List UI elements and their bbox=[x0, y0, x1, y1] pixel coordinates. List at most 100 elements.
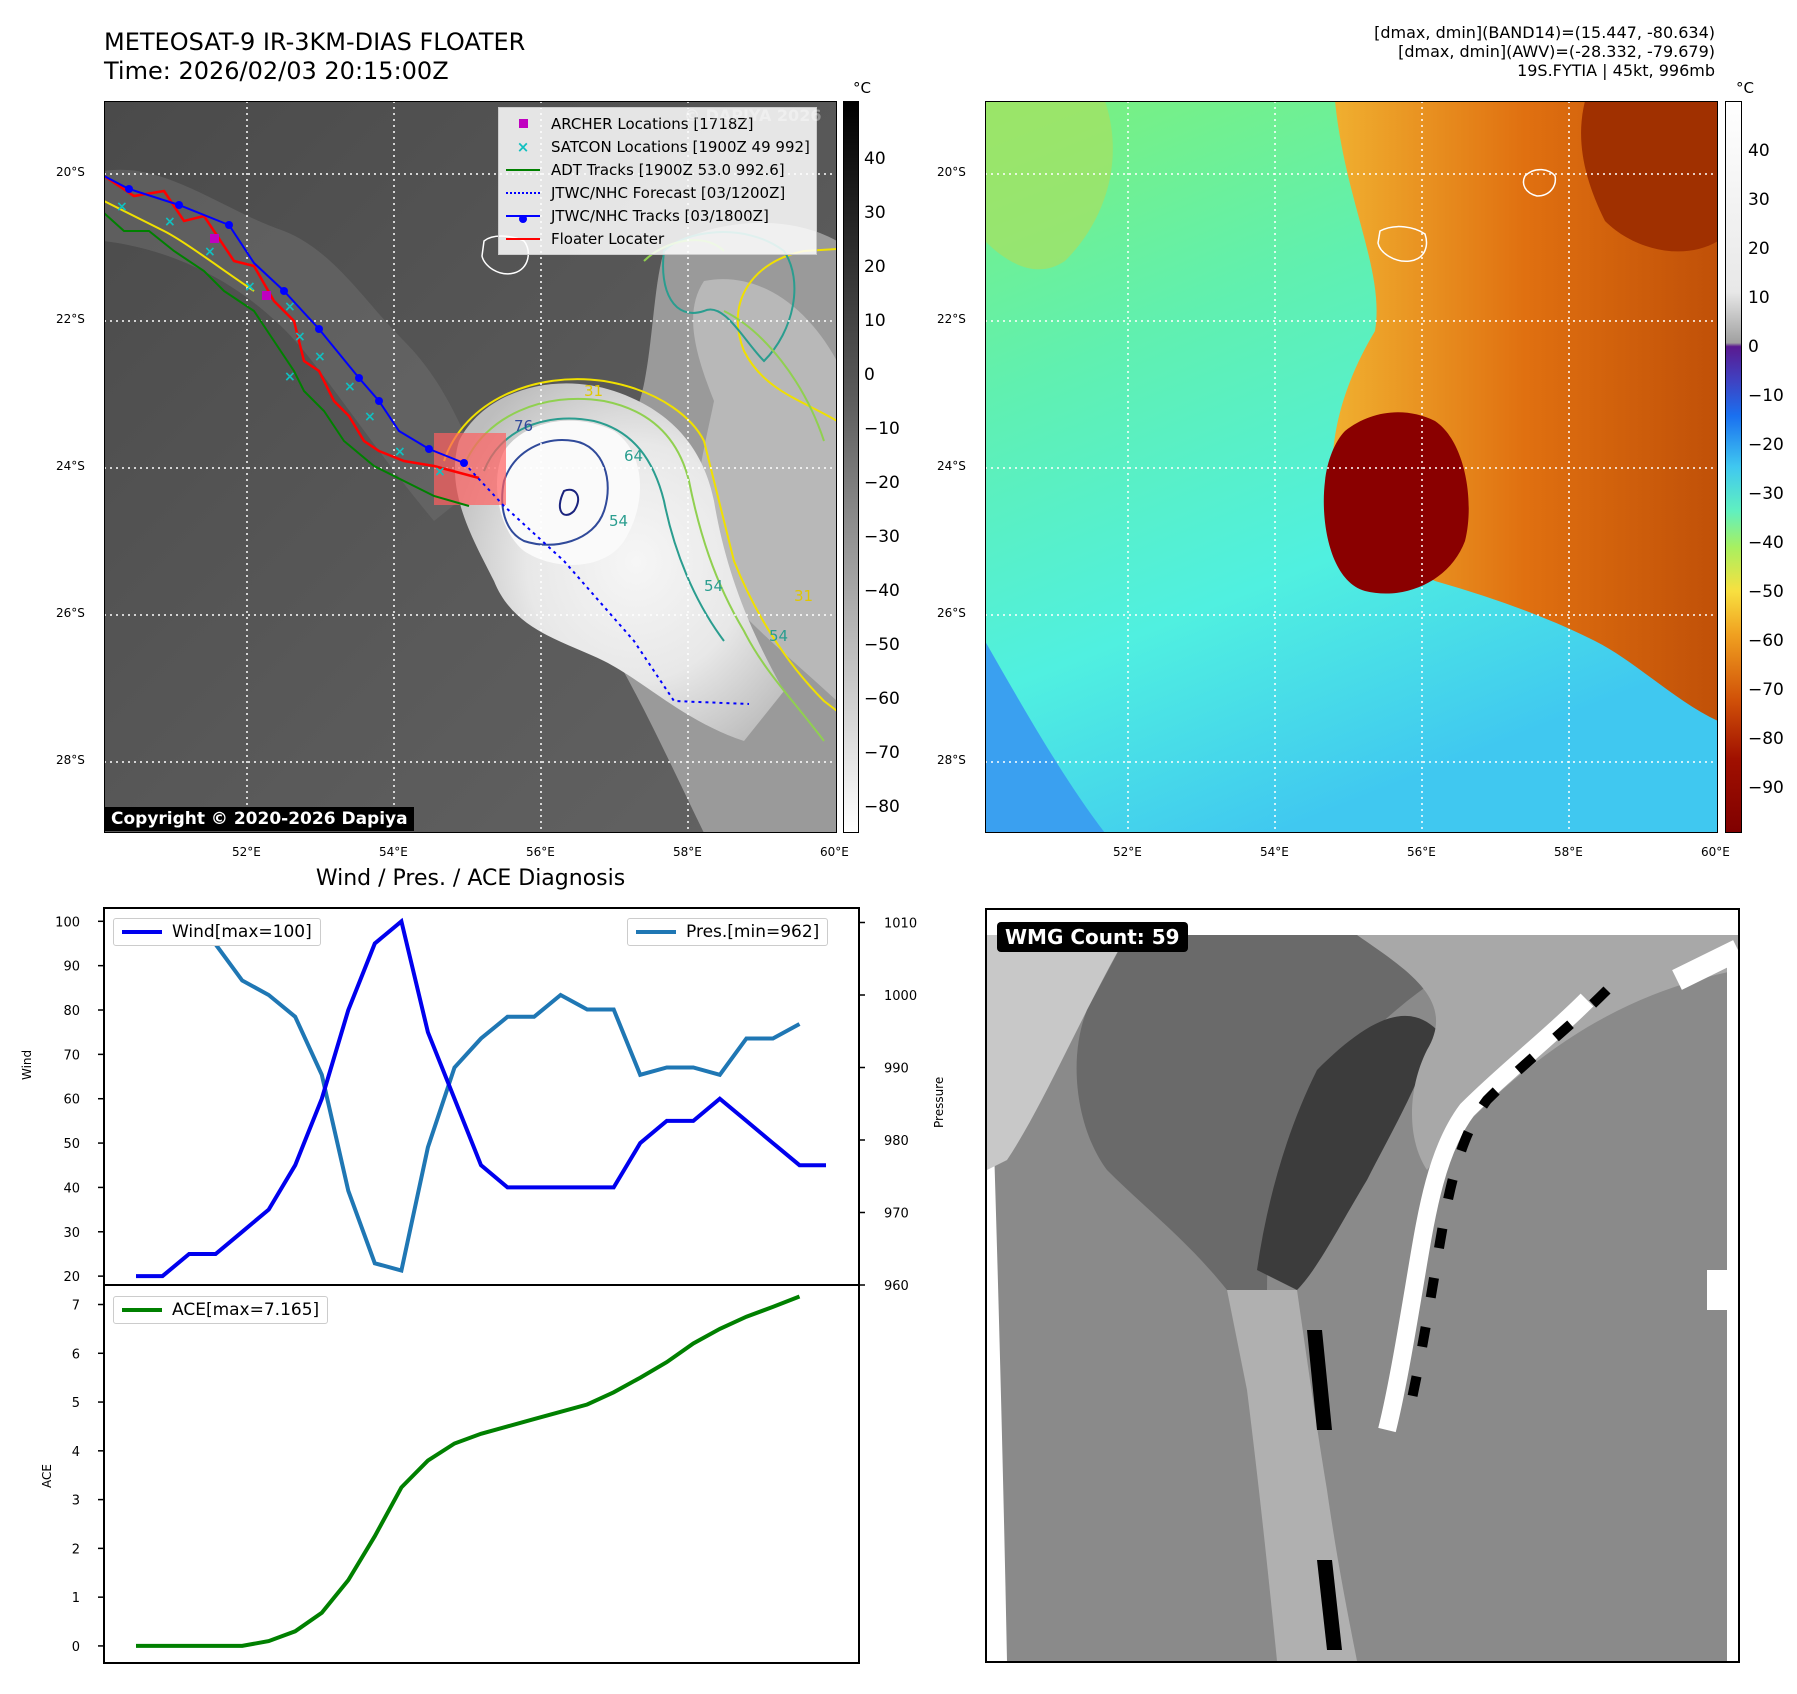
awv-lon-54: 54°E bbox=[1260, 845, 1289, 859]
ir-tick-40: 40 bbox=[864, 149, 886, 169]
svg-text:×: × bbox=[394, 444, 406, 460]
awv-lat-20: 20°S bbox=[937, 165, 966, 179]
awv-tick-30: 30 bbox=[1748, 190, 1770, 210]
ir-lon-56: 56°E bbox=[526, 845, 555, 859]
pressure-series-line bbox=[136, 923, 800, 1271]
ir-satellite-map[interactable]: 31 76 64 54 54 31 54 bbox=[104, 101, 837, 833]
archer-marker-2 bbox=[262, 291, 271, 300]
awv-lon-58: 58°E bbox=[1554, 845, 1583, 859]
wmg-panel[interactable]: WMG Count: 59 bbox=[985, 908, 1740, 1663]
pressure-tick-label: 990 bbox=[884, 1062, 909, 1077]
svg-text:×: × bbox=[294, 329, 306, 345]
wind-tick-label: 80 bbox=[63, 1004, 80, 1019]
awv-tick-m80: −80 bbox=[1748, 729, 1784, 749]
dotted-line-icon bbox=[506, 192, 540, 194]
ir-tick-m60: −60 bbox=[864, 689, 900, 709]
awv-tick-m70: −70 bbox=[1748, 680, 1784, 700]
awv-tick-m20: −20 bbox=[1748, 435, 1784, 455]
band14-range: [dmax, dmin](BAND14)=(15.447, -80.634) bbox=[1374, 23, 1715, 42]
contour-label-1: 31 bbox=[584, 382, 603, 400]
contour-label-2: 76 bbox=[514, 417, 533, 435]
ir-tick-m30: −30 bbox=[864, 527, 900, 547]
ir-tick-m10: −10 bbox=[864, 419, 900, 439]
ace-tick-label: 3 bbox=[72, 1494, 80, 1509]
wind-tick-label: 60 bbox=[63, 1093, 80, 1108]
awv-map[interactable] bbox=[985, 101, 1718, 833]
pressure-tick-label: 980 bbox=[884, 1134, 909, 1149]
wind-tick-label: 100 bbox=[55, 915, 80, 930]
wind-legend: Wind[max=100] bbox=[113, 918, 321, 946]
x-marker-icon: × bbox=[505, 138, 541, 156]
solid-line-icon bbox=[506, 238, 540, 240]
ir-colorbar bbox=[843, 101, 859, 833]
ace-tick-label: 0 bbox=[72, 1640, 80, 1655]
satellite-title: METEOSAT-9 IR-3KM-DIAS FLOATER bbox=[104, 28, 525, 57]
ace-tick-label: 4 bbox=[72, 1445, 80, 1460]
wmg-count-badge: WMG Count: 59 bbox=[997, 922, 1188, 952]
awv-lat-22: 22°S bbox=[937, 312, 966, 326]
ir-tick-20: 20 bbox=[864, 257, 886, 277]
svg-text:×: × bbox=[164, 214, 176, 230]
svg-text:×: × bbox=[344, 379, 356, 395]
ir-tick-m70: −70 bbox=[864, 743, 900, 763]
awv-lon-60: 60°E bbox=[1701, 845, 1730, 859]
info-block: [dmax, dmin](BAND14)=(15.447, -80.634) [… bbox=[1374, 23, 1715, 80]
ir-lon-60: 60°E bbox=[820, 845, 849, 859]
contour-label-7: 54 bbox=[769, 627, 788, 645]
ace-ylabel: ACE bbox=[40, 1464, 54, 1488]
awv-lat-26: 26°S bbox=[937, 606, 966, 620]
awv-tick-m60: −60 bbox=[1748, 631, 1784, 651]
ace-tick-label: 1 bbox=[72, 1591, 80, 1606]
square-marker-icon bbox=[519, 119, 528, 128]
contour-label-5: 54 bbox=[704, 577, 723, 595]
contour-label-6: 31 bbox=[794, 587, 813, 605]
contour-label-4: 54 bbox=[609, 512, 628, 530]
pressure-legend: Pres.[min=962] bbox=[627, 918, 828, 946]
ir-lon-58: 58°E bbox=[673, 845, 702, 859]
legend-floater: Floater Locater bbox=[505, 227, 810, 250]
awv-tick-40: 40 bbox=[1748, 141, 1770, 161]
ir-central-overcast bbox=[497, 421, 640, 565]
storm-info: 19S.FYTIA | 45kt, 996mb bbox=[1374, 61, 1715, 80]
ir-lat-24: 24°S bbox=[56, 459, 85, 473]
ir-tick-0: 0 bbox=[864, 365, 875, 385]
awv-colorbar bbox=[1725, 101, 1742, 833]
awv-map-svg bbox=[985, 101, 1718, 833]
solid-line-icon bbox=[506, 169, 540, 171]
svg-text:×: × bbox=[364, 409, 376, 425]
wind-tick-label: 30 bbox=[63, 1226, 80, 1241]
svg-text:×: × bbox=[244, 279, 256, 295]
wind-series-line bbox=[136, 921, 826, 1276]
svg-text:×: × bbox=[284, 369, 296, 385]
awv-tick-10: 10 bbox=[1748, 288, 1770, 308]
wind-ylabel: Wind bbox=[20, 1050, 34, 1080]
ace-tick-label: 6 bbox=[72, 1347, 80, 1362]
ir-colorbar-unit: °C bbox=[853, 79, 871, 97]
awv-tick-m10: −10 bbox=[1748, 386, 1784, 406]
awv-colorbar-ticks: 40 30 20 10 0 −10 −20 −30 −40 −50 −60 −7… bbox=[1748, 101, 1793, 833]
pressure-tick-label: 960 bbox=[884, 1279, 909, 1294]
ir-lat-20: 20°S bbox=[56, 165, 85, 179]
awv-lat-28: 28°S bbox=[937, 753, 966, 767]
awv-eye-core bbox=[1324, 412, 1469, 593]
pressure-tick-label: 1010 bbox=[884, 917, 917, 932]
ir-lon-54: 54°E bbox=[379, 845, 408, 859]
track-legend: ARCHER Locations [1718Z] × SATCON Locati… bbox=[498, 107, 817, 255]
ace-tick-label: 5 bbox=[72, 1396, 80, 1411]
awv-tick-m30: −30 bbox=[1748, 484, 1784, 504]
time-title: Time: 2026/02/03 20:15:00Z bbox=[104, 57, 525, 86]
wind-legend-line-icon bbox=[122, 930, 162, 934]
svg-text:×: × bbox=[116, 199, 128, 215]
ir-tick-m50: −50 bbox=[864, 635, 900, 655]
ace-legend-line-icon bbox=[122, 1308, 162, 1312]
svg-text:×: × bbox=[434, 464, 446, 480]
ir-lat-22: 22°S bbox=[56, 312, 85, 326]
svg-text:×: × bbox=[314, 349, 326, 365]
awv-range: [dmax, dmin](AWV)=(-28.332, -79.679) bbox=[1374, 42, 1715, 61]
ace-legend: ACE[max=7.165] bbox=[113, 1296, 328, 1324]
svg-text:×: × bbox=[204, 244, 216, 260]
ir-tick-m40: −40 bbox=[864, 581, 900, 601]
ir-tick-10: 10 bbox=[864, 311, 886, 331]
